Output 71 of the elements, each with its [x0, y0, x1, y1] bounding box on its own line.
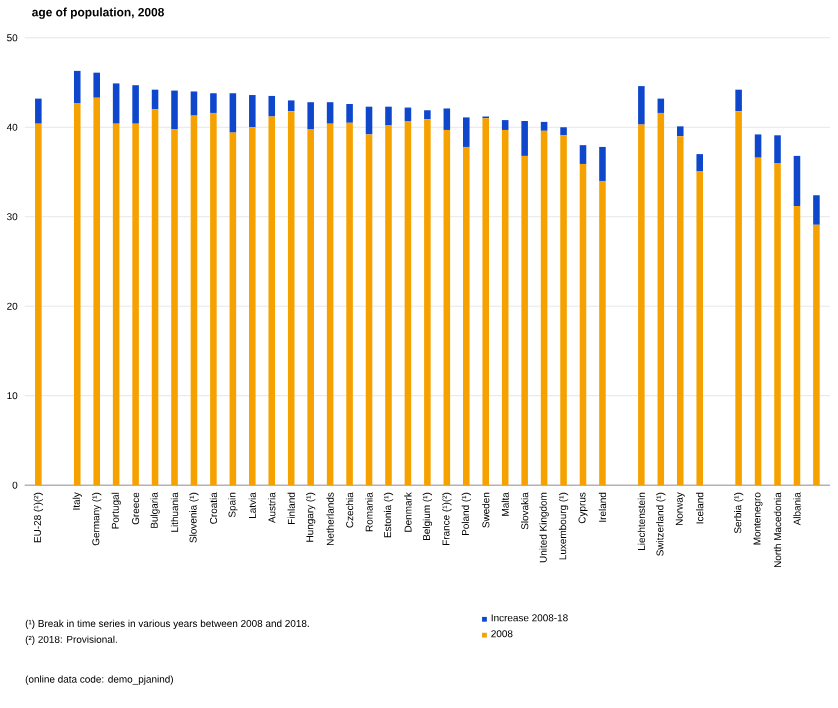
bar	[229, 93, 237, 133]
bar	[676, 136, 684, 486]
bar	[482, 118, 490, 486]
bar	[326, 102, 334, 124]
bar	[171, 129, 178, 486]
bar	[210, 113, 217, 486]
bar	[346, 122, 353, 486]
bar	[365, 134, 373, 486]
bar	[774, 135, 781, 164]
bar	[463, 147, 470, 486]
bar	[249, 127, 256, 486]
bar	[813, 224, 820, 486]
bar	[210, 93, 217, 113]
bar	[132, 85, 139, 124]
bar	[735, 89, 742, 112]
bar	[385, 125, 392, 486]
bar	[774, 163, 781, 486]
bar	[560, 127, 567, 136]
bar	[540, 130, 548, 486]
bar	[579, 145, 587, 164]
bar	[754, 134, 762, 158]
bar	[35, 123, 42, 486]
bar	[346, 104, 353, 123]
bar	[249, 95, 256, 128]
bar	[463, 117, 470, 147]
bar	[638, 86, 645, 125]
bar	[268, 96, 276, 117]
bar	[112, 83, 120, 124]
bar	[73, 70, 81, 104]
bar	[696, 154, 703, 172]
bar	[735, 111, 742, 486]
bar	[754, 157, 762, 486]
bar	[190, 115, 198, 486]
bar	[657, 113, 665, 486]
bar	[676, 126, 684, 137]
bar	[151, 109, 159, 486]
bar	[73, 103, 81, 486]
bar	[385, 106, 392, 126]
bar	[793, 155, 801, 207]
bar	[307, 102, 314, 130]
bar	[793, 206, 801, 486]
bar	[443, 108, 451, 130]
bar	[287, 100, 295, 112]
bar	[307, 129, 314, 486]
bar	[638, 124, 645, 486]
bar	[287, 111, 295, 486]
bar	[404, 121, 412, 486]
bar	[93, 72, 100, 98]
bar	[443, 130, 451, 486]
bar	[579, 164, 587, 486]
bar	[424, 110, 431, 120]
bar	[813, 195, 820, 225]
bar	[171, 90, 178, 130]
bar	[521, 121, 528, 156]
bar	[132, 123, 139, 486]
bar	[424, 119, 431, 486]
bar	[696, 171, 703, 486]
bar	[93, 97, 100, 486]
bar	[599, 181, 606, 486]
bar	[501, 120, 509, 130]
bar	[190, 91, 198, 116]
bar	[560, 135, 567, 486]
bar	[540, 121, 548, 131]
bar	[326, 123, 334, 486]
bar	[229, 132, 237, 486]
bar	[501, 130, 509, 486]
bar	[35, 98, 42, 124]
bar	[521, 155, 528, 486]
bar	[268, 116, 276, 486]
bar	[599, 147, 606, 182]
bar	[112, 123, 120, 486]
